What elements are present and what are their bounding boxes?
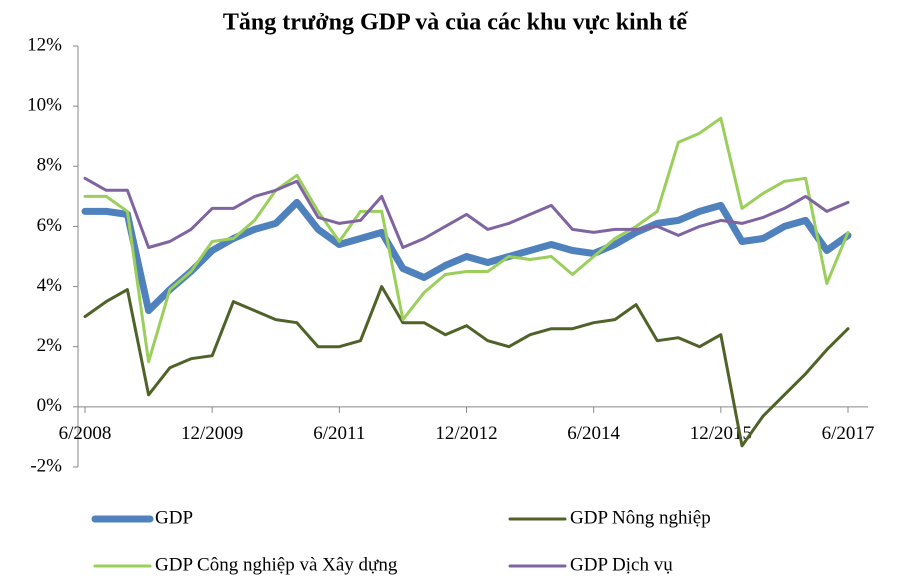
y-tick-label: 0% <box>37 395 63 416</box>
x-tick-label: 6/2008 <box>59 423 112 444</box>
legend-label: GDP <box>155 507 193 528</box>
x-tick-label: 6/2011 <box>313 423 365 444</box>
y-tick-label: 10% <box>27 95 62 116</box>
x-tick-label: 6/2017 <box>822 423 875 444</box>
series-line <box>83 176 850 249</box>
series-line <box>83 116 850 364</box>
y-tick-label: 2% <box>37 335 63 356</box>
chart-title: Tăng trưởng GDP và của các khu vực kinh … <box>223 10 688 36</box>
y-tick-label: 4% <box>37 275 63 296</box>
legend-label: GDP Dịch vụ <box>570 554 673 575</box>
legend-label: GDP Nông nghiệp <box>570 507 711 528</box>
y-tick-label: 6% <box>37 215 63 236</box>
x-tick-label: 6/2014 <box>567 423 620 444</box>
series-line <box>83 285 850 448</box>
x-tick-label: 12/2009 <box>181 423 243 444</box>
y-tick-label: 8% <box>37 155 63 176</box>
y-tick-label: 12% <box>27 34 62 55</box>
legend-label: GDP Công nghiệp và Xây dựng <box>155 554 398 575</box>
x-tick-label: 12/2015 <box>690 423 752 444</box>
series-line <box>81 198 852 315</box>
x-tick-label: 12/2012 <box>435 423 497 444</box>
y-tick-label: -2% <box>30 455 62 476</box>
